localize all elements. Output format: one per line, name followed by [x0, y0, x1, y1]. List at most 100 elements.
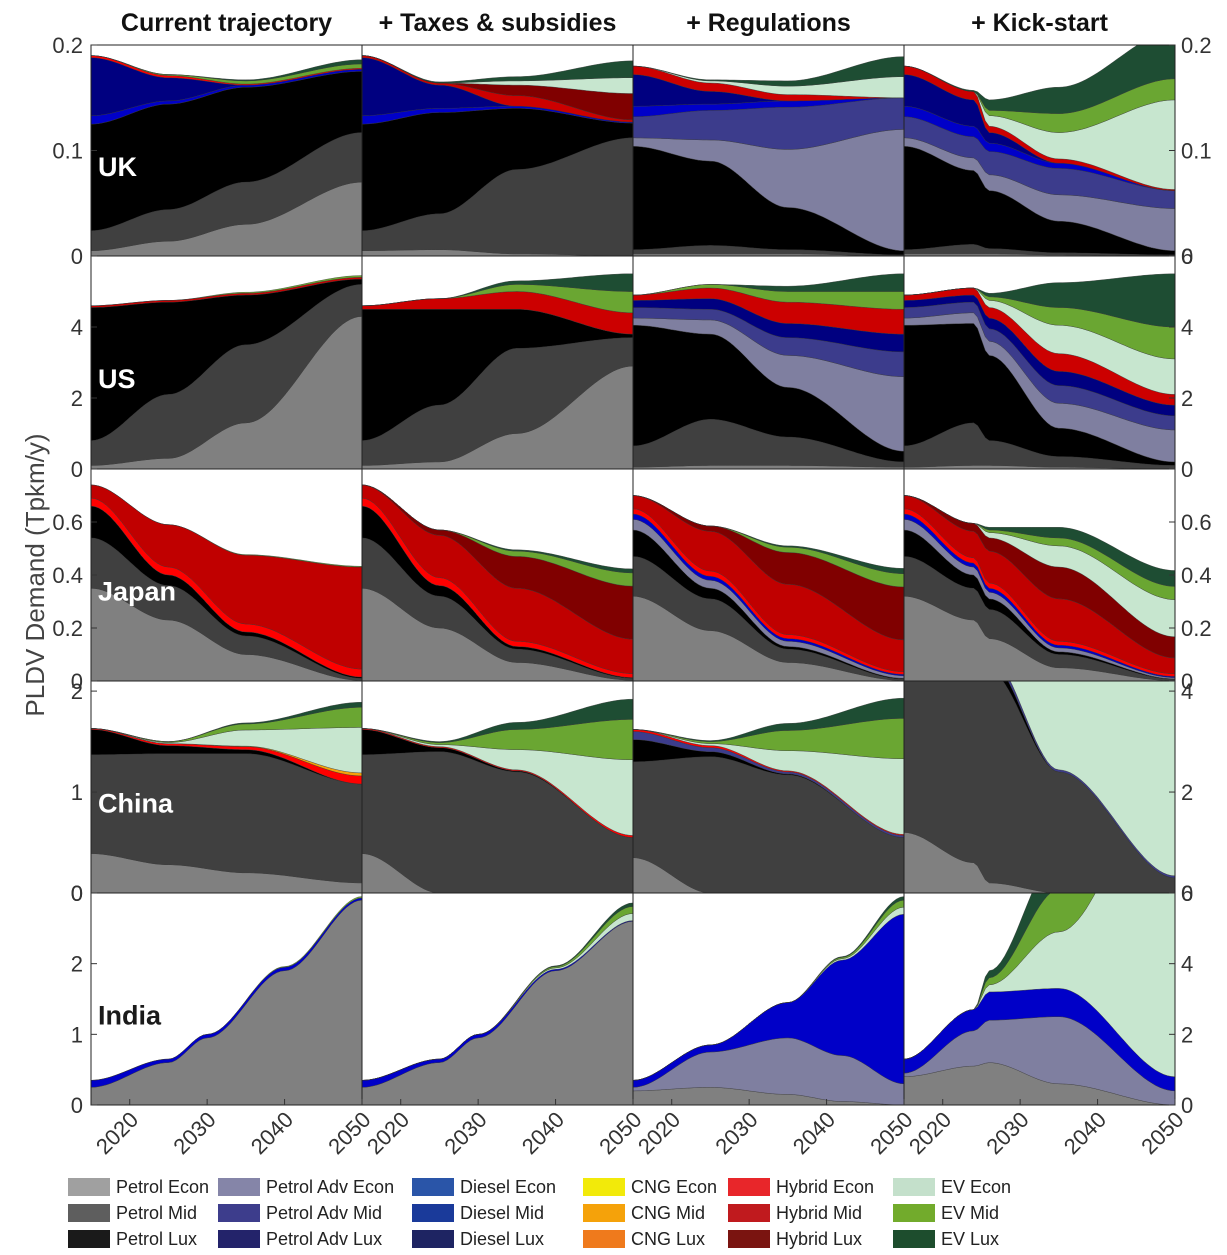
- column-title-kick-start: + Kick-start: [971, 9, 1109, 37]
- legend-swatch: [728, 1178, 770, 1196]
- area-layer-1: [904, 681, 1175, 893]
- region-label-uk: UK: [98, 152, 137, 182]
- legend-swatch: [412, 1230, 454, 1248]
- x-tick-label: 2020: [633, 1107, 685, 1159]
- area-layer-6: [362, 699, 633, 743]
- panel-frame: [903, 892, 1176, 1106]
- legend: Petrol Econ Petrol Mid Petrol Lux Petrol Ad…: [68, 1177, 1011, 1249]
- area-layer-7: [362, 484, 633, 574]
- left-tick-label: 2: [71, 386, 83, 411]
- right-tick-label: 0.4: [1181, 563, 1212, 588]
- legend-label: CNG Lux: [631, 1229, 705, 1249]
- legend-label: Hybrid Lux: [776, 1229, 862, 1249]
- column-title-current-trajectory: Current trajectory: [121, 9, 332, 37]
- panel-china-kick-start: [903, 680, 1176, 894]
- legend-swatch: [728, 1204, 770, 1222]
- legend-label: EV Mid: [941, 1203, 999, 1223]
- legend-item-ev-econ: EV Econ: [893, 1177, 1011, 1197]
- legend-label: Petrol Adv Lux: [266, 1229, 382, 1249]
- area-layer-9: [633, 495, 904, 574]
- panel-india-current-trajectory: [90, 892, 363, 1106]
- x-tick-label: 2020: [904, 1107, 956, 1159]
- area-layer-10: [904, 45, 1175, 114]
- x-tick-label: 2040: [246, 1107, 298, 1159]
- column-title-taxes-subsidies: + Taxes & subsidies: [379, 9, 617, 37]
- legend-item-petrol-lux: Petrol Lux: [68, 1229, 197, 1249]
- right-tick-label: 6: [1181, 881, 1193, 906]
- legend-item-ev-mid: EV Mid: [893, 1203, 999, 1223]
- legend-item-diesel-lux: Diesel Lux: [412, 1229, 544, 1249]
- area-layer-9: [633, 56, 904, 87]
- left-tick-label: 0: [71, 457, 83, 482]
- panel-japan-regulations: [632, 468, 905, 682]
- area-layer-4: [91, 275, 362, 306]
- x-tick-label: 2040: [517, 1107, 569, 1159]
- legend-swatch: [583, 1204, 625, 1222]
- legend-swatch: [412, 1204, 454, 1222]
- left-tick-label: 0.2: [52, 33, 83, 58]
- right-tick-label: 4: [1181, 315, 1193, 340]
- area-layer-7: [91, 55, 362, 82]
- x-tick-label: 2030: [168, 1107, 220, 1159]
- legend-label: Petrol Lux: [116, 1229, 197, 1249]
- legend-swatch: [583, 1178, 625, 1196]
- left-tick-label: 0.1: [52, 139, 83, 164]
- panel-us-taxes-subsidies: [361, 255, 634, 470]
- legend-item-petrol-adv-econ: Petrol Adv Econ: [218, 1177, 394, 1197]
- x-tick-label: 2040: [1059, 1107, 1111, 1159]
- area-layer-4: [362, 902, 633, 1081]
- legend-swatch: [412, 1178, 454, 1196]
- right-tick-label: 2: [1181, 780, 1193, 805]
- area-layer-5: [362, 273, 633, 306]
- x-tick-label: 2030: [981, 1107, 1033, 1159]
- area-layer-0: [362, 921, 633, 1105]
- left-tick-label: 4: [71, 315, 83, 340]
- area-layer-0: [362, 853, 633, 893]
- right-tick-label: 6: [1181, 244, 1193, 269]
- right-tick-label: 0: [1181, 669, 1193, 694]
- legend-label: Petrol Adv Mid: [266, 1203, 382, 1223]
- area-layer-9: [904, 273, 1175, 328]
- region-label-india: India: [98, 1000, 162, 1030]
- legend-swatch: [218, 1230, 260, 1248]
- area-layer-0: [633, 857, 904, 893]
- panel-china-current-trajectory: [90, 680, 363, 894]
- legend-item-ev-lux: EV Lux: [893, 1229, 999, 1249]
- panel-china-regulations: [632, 680, 905, 894]
- legend-label: Hybrid Econ: [776, 1177, 874, 1197]
- x-tick-label: 2050: [594, 1107, 646, 1159]
- right-tick-label: 0.2: [1181, 616, 1212, 641]
- legend-label: Petrol Mid: [116, 1203, 197, 1223]
- legend-label: EV Lux: [941, 1229, 999, 1249]
- legend-label: CNG Mid: [631, 1203, 705, 1223]
- legend-label: Hybrid Mid: [776, 1203, 862, 1223]
- right-tick-label: 0: [1181, 1093, 1193, 1118]
- legend-label: Diesel Mid: [460, 1203, 544, 1223]
- region-label-china: China: [98, 788, 174, 818]
- x-tick-label: 2020: [362, 1107, 414, 1159]
- legend-swatch: [68, 1178, 110, 1196]
- region-label-japan: Japan: [98, 576, 176, 606]
- area-layer-10: [904, 495, 1175, 587]
- legend-item-diesel-econ: Diesel Econ: [412, 1177, 556, 1197]
- legend-swatch: [583, 1230, 625, 1248]
- x-tick-label: 2050: [323, 1107, 375, 1159]
- axes: UK00.10.200.10.2US0240246Japan00.20.40.6…: [52, 33, 1211, 1159]
- right-tick-label: 0: [1181, 244, 1193, 269]
- legend-item-hybrid-lux: Hybrid Lux: [728, 1229, 862, 1249]
- legend-item-petrol-econ: Petrol Econ: [68, 1177, 209, 1197]
- panel-japan-kick-start: [903, 468, 1176, 682]
- right-tick-label: 0.1: [1181, 139, 1212, 164]
- region-label-us: US: [98, 364, 136, 394]
- legend-swatch: [893, 1230, 935, 1248]
- left-tick-label: 1: [71, 1022, 83, 1047]
- left-tick-label: 0.6: [52, 510, 83, 535]
- legend-item-hybrid-mid: Hybrid Mid: [728, 1203, 862, 1223]
- panel-india-kick-start: [903, 892, 1176, 1106]
- area-layer-4: [1010, 681, 1175, 876]
- column-titles: Current trajectory + Taxes & subsidies + R…: [121, 9, 1109, 37]
- legend-item-diesel-mid: Diesel Mid: [412, 1203, 544, 1223]
- legend-swatch: [728, 1230, 770, 1248]
- right-tick-label: 0.6: [1181, 510, 1212, 535]
- legend-item-petrol-adv-mid: Petrol Adv Mid: [218, 1203, 382, 1223]
